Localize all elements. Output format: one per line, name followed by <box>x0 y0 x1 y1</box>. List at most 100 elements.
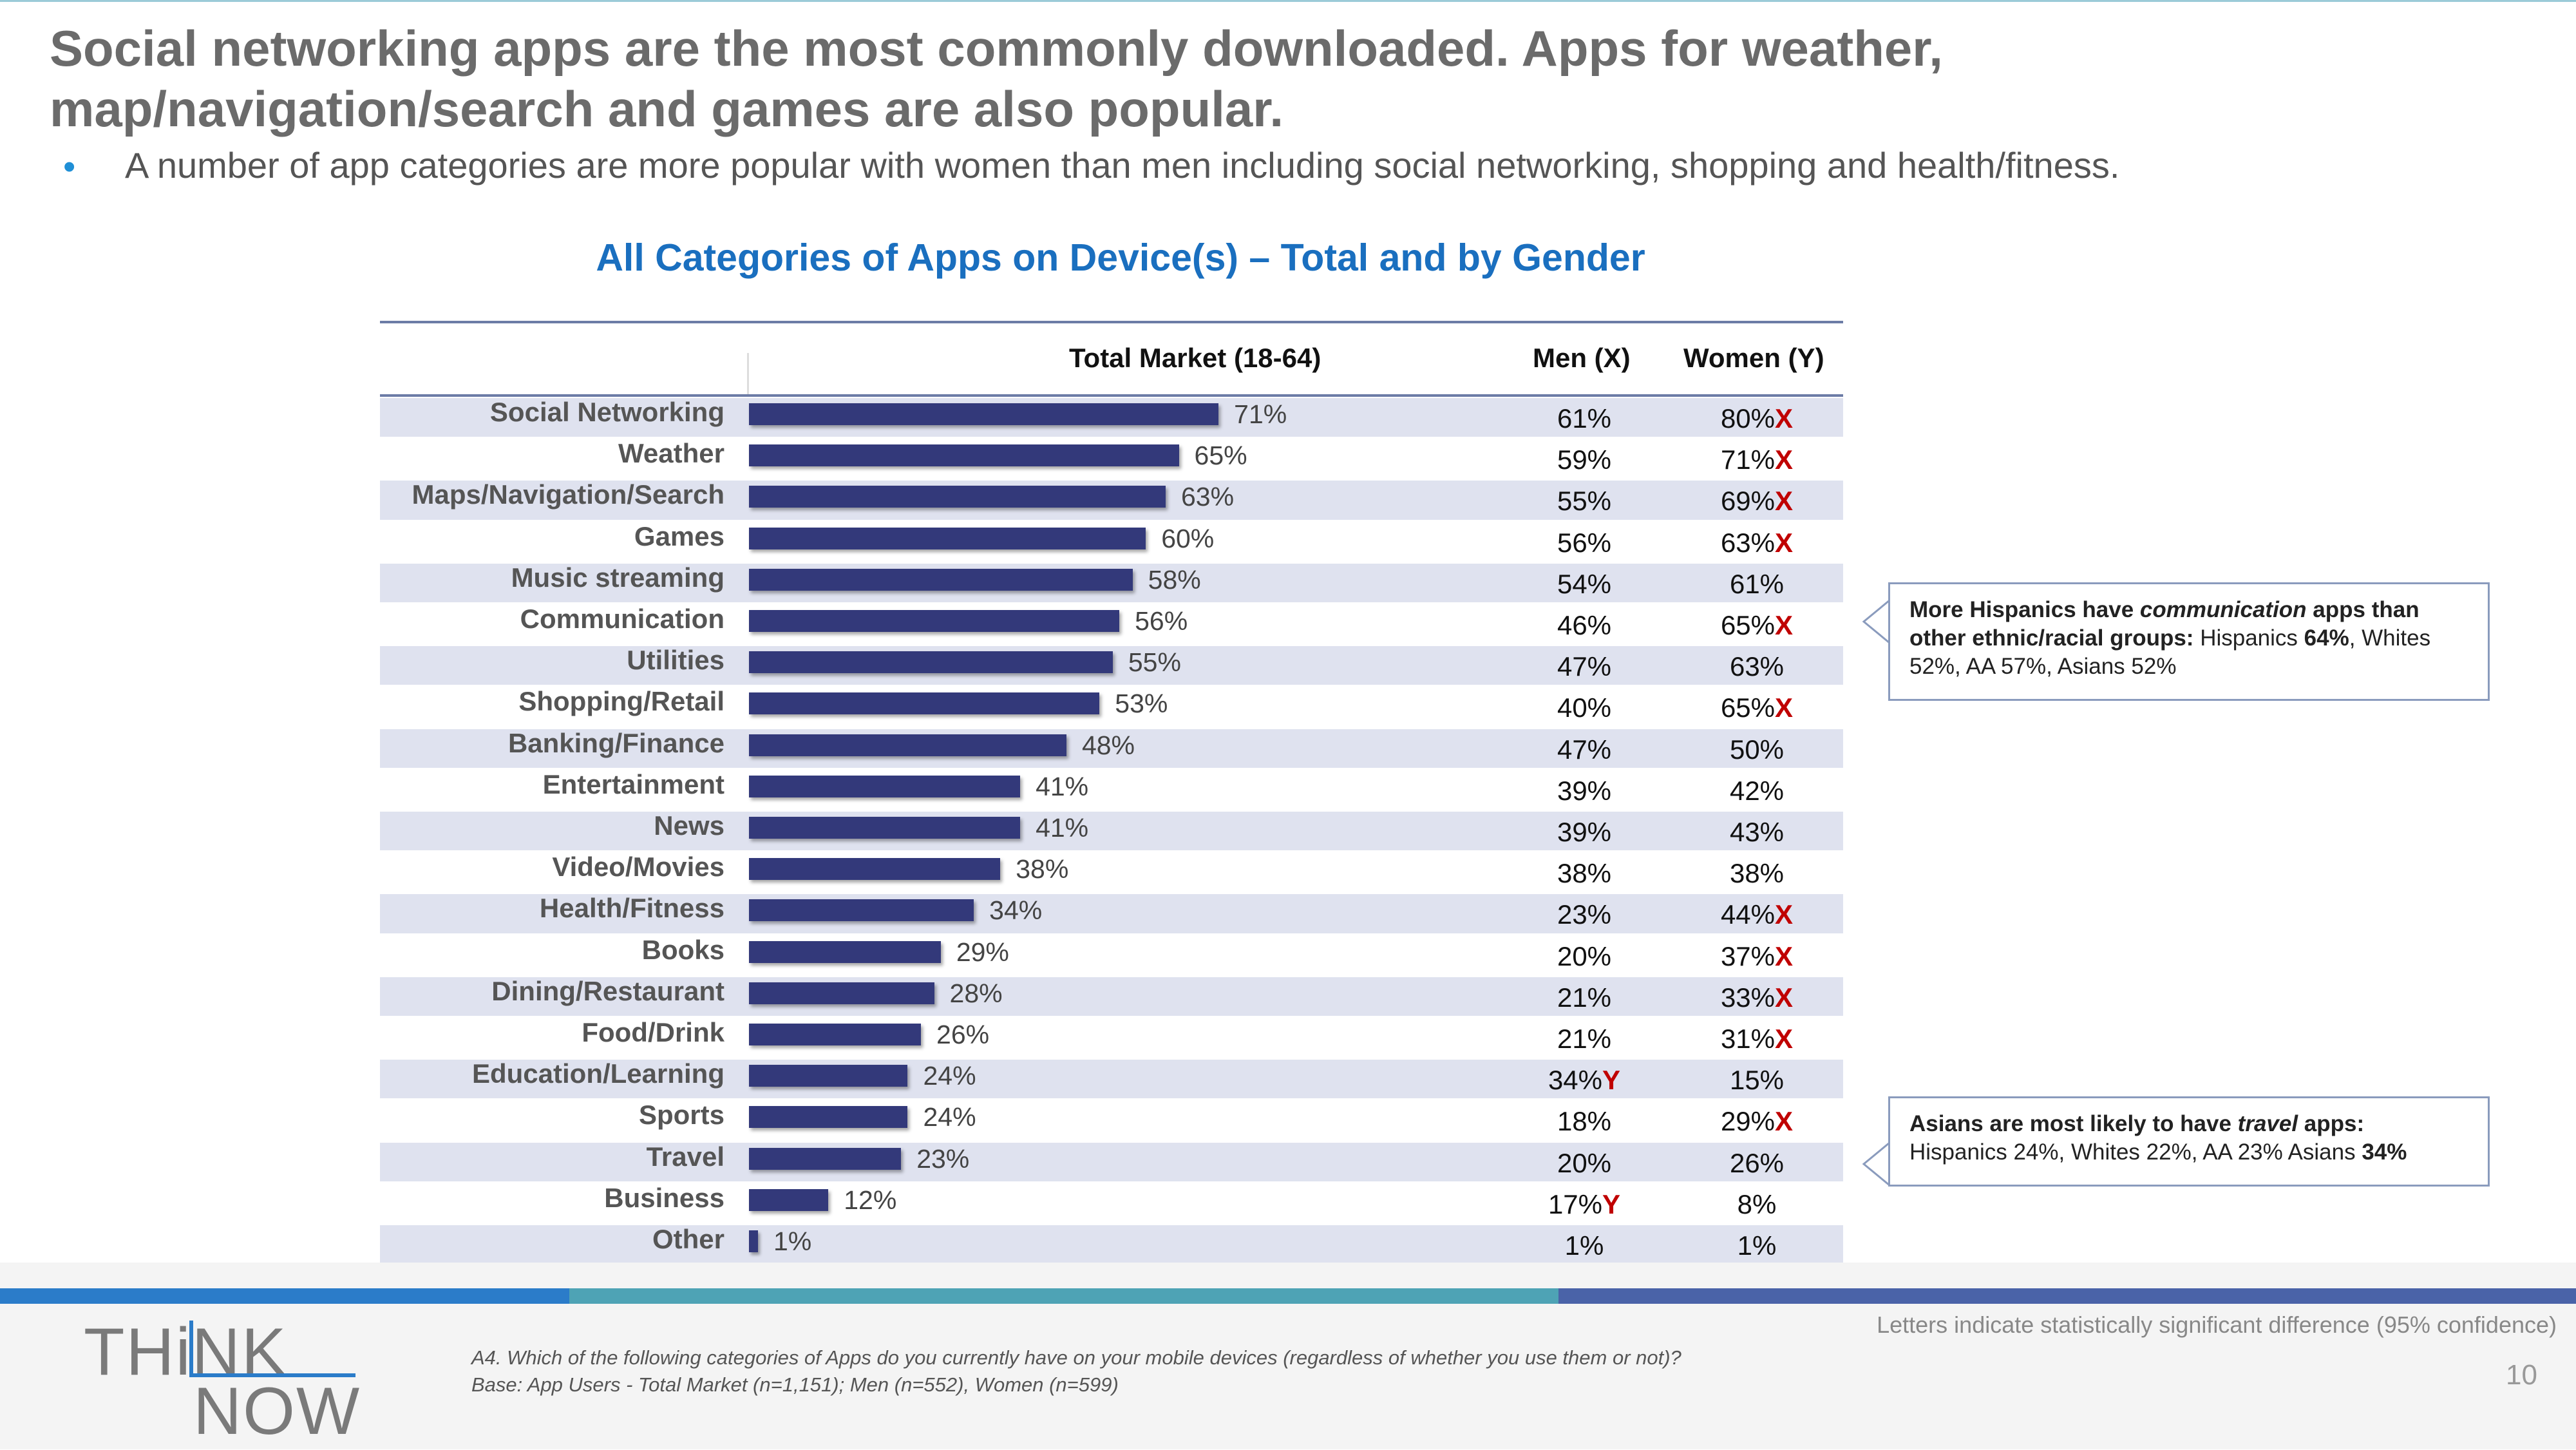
bar-value-label: 34% <box>989 895 1043 926</box>
men-value: 40% <box>1557 692 1612 723</box>
bar <box>749 734 1066 756</box>
category-label: Food/Drink <box>582 1017 724 1047</box>
bar <box>749 899 974 922</box>
row-background <box>380 729 1843 768</box>
row-background <box>380 1225 1843 1264</box>
axis-stub <box>747 353 749 394</box>
category-label: Business <box>604 1182 724 1213</box>
men-value: 61% <box>1557 403 1612 434</box>
bar <box>749 775 1021 797</box>
women-value: 50% <box>1729 734 1785 765</box>
men-value: 20% <box>1557 940 1612 971</box>
category-label: Video/Movies <box>552 852 724 882</box>
women-value: 33%X <box>1720 982 1794 1013</box>
category-label: Travel <box>646 1141 724 1172</box>
significance-marker: X <box>1775 486 1794 517</box>
header-men: Men (X) <box>1533 343 1631 373</box>
women-value: 80%X <box>1720 403 1794 434</box>
bar <box>749 692 1100 715</box>
significance-marker: X <box>1775 610 1794 640</box>
category-label: Other <box>652 1224 724 1254</box>
bar-value-label: 24% <box>923 1061 976 1091</box>
women-value: 29%X <box>1720 1106 1794 1137</box>
footer-stripe-blue <box>0 1288 569 1304</box>
significance-marker: X <box>1775 527 1794 558</box>
bar <box>749 817 1021 839</box>
bar-value-label: 41% <box>1036 813 1089 843</box>
men-value: 21% <box>1557 1024 1612 1054</box>
callout-pointer-travel <box>1862 1141 1890 1187</box>
category-label: Social Networking <box>489 397 724 427</box>
bar-value-label: 60% <box>1161 523 1215 553</box>
women-value: 42% <box>1729 775 1785 806</box>
men-value: 39% <box>1557 817 1612 847</box>
bar <box>749 1065 908 1087</box>
category-label: Shopping/Retail <box>518 686 724 717</box>
men-value: 39% <box>1557 775 1612 806</box>
footnote-base: Base: App Users - Total Market (n=1,151)… <box>471 1373 1119 1396</box>
men-value: 18% <box>1557 1106 1612 1137</box>
women-value: 31%X <box>1720 1024 1794 1054</box>
bar <box>749 1147 902 1170</box>
header-women: Women (Y) <box>1683 343 1824 373</box>
women-value: 15% <box>1729 1065 1785 1096</box>
men-value: 21% <box>1557 982 1612 1013</box>
bar <box>749 651 1113 674</box>
significance-marker: Y <box>1602 1065 1621 1096</box>
significance-marker: X <box>1775 940 1794 971</box>
bar-value-label: 53% <box>1115 689 1168 719</box>
bar <box>749 858 1001 881</box>
category-label: News <box>654 810 724 841</box>
callout-pointer-communication <box>1862 599 1890 644</box>
significance-marker: X <box>1775 403 1794 434</box>
significance-marker: X <box>1775 692 1794 723</box>
bar <box>749 1230 758 1252</box>
women-value: 37%X <box>1720 940 1794 971</box>
table-header-border <box>380 394 1843 397</box>
category-label: Dining/Restaurant <box>491 975 724 1006</box>
chart-title: All Categories of Apps on Device(s) – To… <box>596 236 1645 279</box>
bar-value-label: 48% <box>1081 730 1135 760</box>
bar-value-label: 1% <box>773 1226 812 1256</box>
significance-marker: Y <box>1602 1188 1621 1219</box>
row-background <box>380 977 1843 1016</box>
callout-communication: More Hispanics have communication apps t… <box>1888 582 2490 701</box>
category-label: Entertainment <box>542 768 724 799</box>
bar-value-label: 29% <box>956 937 1009 967</box>
bar <box>749 486 1166 508</box>
women-value: 71%X <box>1720 444 1794 475</box>
category-label: Education/Learning <box>471 1058 724 1089</box>
logo-now: NOW <box>193 1374 361 1449</box>
category-label: Books <box>641 934 724 965</box>
logo-accent-vertical <box>189 1321 193 1377</box>
men-value: 38% <box>1557 858 1612 889</box>
top-accent-line <box>0 0 2576 2</box>
women-value: 43% <box>1729 817 1785 847</box>
category-label: Health/Fitness <box>539 893 724 924</box>
category-label: Banking/Finance <box>507 727 724 758</box>
women-value: 63% <box>1729 651 1785 682</box>
women-value: 8% <box>1737 1188 1777 1219</box>
category-label: Maps/Navigation/Search <box>412 479 724 510</box>
callout-travel: Asians are most likely to have travel ap… <box>1888 1096 2490 1187</box>
women-value: 65%X <box>1720 610 1794 640</box>
women-value: 1% <box>1737 1230 1777 1261</box>
category-label: Sports <box>638 1100 724 1130</box>
bar <box>749 527 1146 549</box>
significance-marker: X <box>1775 899 1794 930</box>
men-value: 34%Y <box>1548 1065 1621 1096</box>
bar <box>749 1024 922 1045</box>
men-value: 56% <box>1557 527 1612 558</box>
women-value: 61% <box>1729 568 1785 599</box>
women-value: 38% <box>1729 858 1785 889</box>
bar-value-label: 28% <box>949 978 1003 1008</box>
bar-value-label: 65% <box>1194 441 1247 471</box>
bar <box>749 982 934 1004</box>
women-value: 44%X <box>1720 899 1794 930</box>
slide-subtitle: A number of app categories are more popu… <box>125 145 2120 186</box>
bar-value-label: 55% <box>1128 647 1181 678</box>
men-value: 59% <box>1557 444 1612 475</box>
men-value: 46% <box>1557 610 1612 640</box>
bar <box>749 568 1133 591</box>
bar-value-label: 58% <box>1148 564 1201 595</box>
